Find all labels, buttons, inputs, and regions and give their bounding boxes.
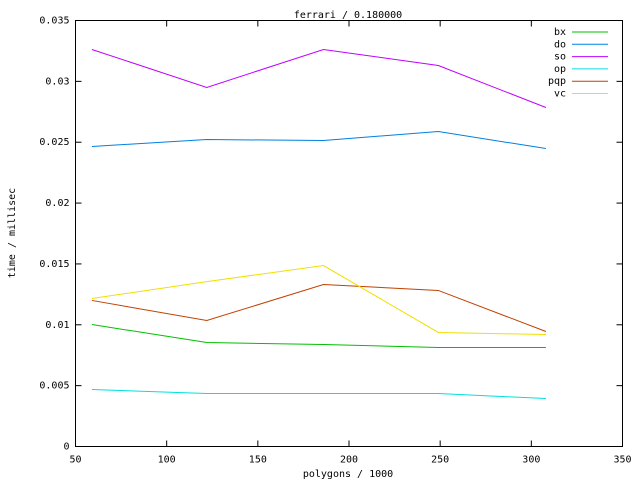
series-line (91, 264, 546, 336)
legend-label: bx (554, 27, 566, 38)
series-line (91, 389, 546, 400)
y-tick-label: 0.02 (45, 198, 69, 209)
legend-label: op (554, 64, 566, 75)
series-line (91, 283, 547, 332)
series-line (91, 324, 546, 349)
x-tick-label: 200 (340, 455, 358, 466)
x-tick-label: 150 (249, 455, 267, 466)
y-tick-label: 0.005 (39, 381, 69, 392)
legend-label: vc (554, 89, 566, 100)
x-axis-label: polygons / 1000 (303, 469, 393, 480)
y-tick-label: 0.03 (45, 76, 69, 87)
legend-label: so (554, 52, 566, 63)
series-line (91, 131, 546, 150)
series-line (91, 48, 547, 108)
legend-label: pqp (548, 76, 566, 87)
y-axis-label: time / millisec (7, 188, 18, 278)
y-tick-label: 0 (63, 442, 69, 453)
legend-label: do (554, 39, 566, 50)
y-tick-label: 0.025 (39, 137, 69, 148)
y-tick-label: 0.01 (45, 320, 69, 331)
x-tick-label: 50 (69, 455, 81, 466)
chart-title: ferrari / 0.180000 (294, 10, 402, 21)
y-tick-label: 0.015 (39, 259, 69, 270)
x-tick-label: 100 (158, 455, 176, 466)
x-tick-label: 350 (613, 455, 631, 466)
x-tick-label: 250 (431, 455, 449, 466)
y-tick-label: 0.035 (39, 16, 69, 27)
x-tick-label: 300 (522, 455, 540, 466)
